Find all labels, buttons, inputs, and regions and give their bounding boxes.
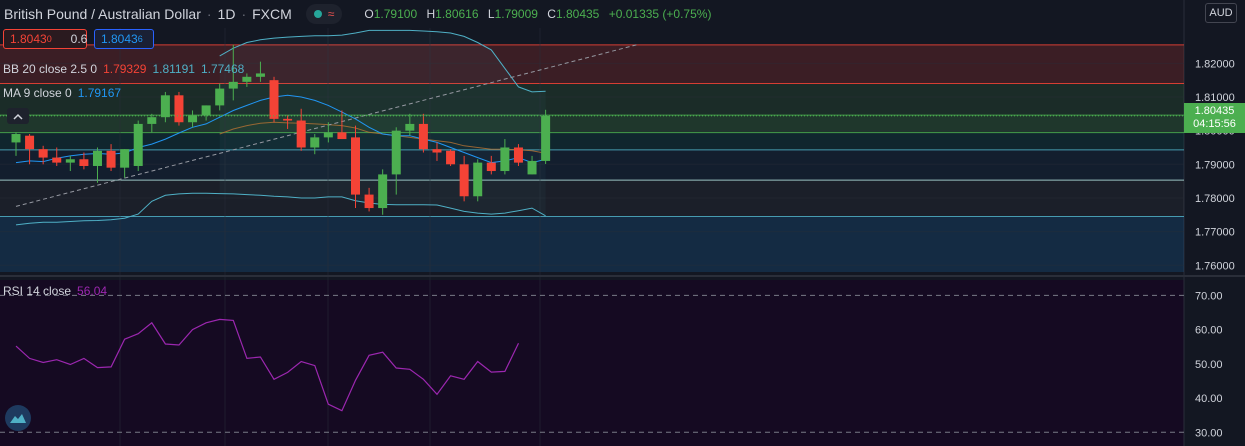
candle-body bbox=[25, 135, 35, 150]
rsi-tick-label: 60.00 bbox=[1195, 325, 1223, 337]
candle-body bbox=[92, 150, 102, 166]
candle-body bbox=[120, 149, 130, 168]
candle-body bbox=[228, 81, 238, 89]
rsi-tick-label: 50.00 bbox=[1195, 359, 1223, 371]
candle-body bbox=[106, 150, 116, 168]
market-open-icon bbox=[313, 10, 322, 18]
level-zone bbox=[0, 180, 1184, 217]
change-value: +0.01335 (+0.75%) bbox=[608, 7, 712, 21]
candle-body bbox=[188, 115, 198, 123]
last-price-tag: 1.80435 04:15:56 bbox=[1184, 103, 1245, 133]
price-tick-label: 1.77000 bbox=[1195, 227, 1235, 239]
candle-body bbox=[174, 95, 184, 123]
interval-label[interactable]: 1D bbox=[217, 6, 236, 22]
ma-line bbox=[15, 94, 546, 164]
level-zone bbox=[0, 83, 1184, 116]
candle-body bbox=[378, 174, 388, 209]
price-tick-label: 1.78000 bbox=[1195, 193, 1235, 205]
candle-body bbox=[432, 149, 442, 153]
spread-label: 0.6 bbox=[70, 32, 88, 46]
rsi-legend[interactable]: RSI 14 close 56.04 bbox=[3, 284, 108, 298]
bb-lower-line bbox=[15, 192, 546, 226]
separator: · bbox=[206, 6, 212, 22]
last-price: 1.80435 bbox=[1194, 105, 1235, 117]
candle-body bbox=[283, 118, 293, 121]
currency-button[interactable]: AUD bbox=[1205, 3, 1237, 23]
rsi-pane-bg bbox=[0, 280, 1184, 446]
candle-body bbox=[459, 164, 469, 197]
candle-body bbox=[242, 76, 252, 82]
candle-body bbox=[79, 159, 89, 166]
candle-body bbox=[405, 123, 415, 131]
candle-body bbox=[446, 150, 456, 165]
candle-body bbox=[215, 88, 225, 106]
candle-body bbox=[296, 120, 306, 148]
candle-body bbox=[65, 159, 75, 163]
rsi-tick-label: 30.00 bbox=[1195, 427, 1223, 439]
ohlc-values: O1.79100 H1.80616 L1.79009 C1.80435 +0.0… bbox=[364, 7, 712, 21]
trend-line bbox=[15, 44, 637, 207]
source-label: FXCM bbox=[252, 6, 292, 22]
candle-body bbox=[201, 105, 211, 116]
low-value: 1.79009 bbox=[494, 7, 538, 21]
candle-body bbox=[513, 147, 523, 163]
candle-body bbox=[160, 95, 170, 118]
candle-body bbox=[255, 73, 265, 77]
candle-body bbox=[486, 162, 496, 172]
candle-body bbox=[310, 137, 320, 148]
candle-body bbox=[391, 130, 401, 175]
high-value: 1.80616 bbox=[435, 7, 479, 21]
rsi-tick-label: 40.00 bbox=[1195, 393, 1223, 405]
close-value: 1.80435 bbox=[555, 7, 600, 21]
symbol-title[interactable]: British Pound / Australian Dollar bbox=[4, 6, 201, 22]
candle-body bbox=[52, 157, 62, 163]
ma-legend[interactable]: MA 9 close 0 1.79167 bbox=[3, 86, 122, 100]
bar-countdown: 04:15:56 bbox=[1193, 118, 1236, 130]
status-pill[interactable]: ≈ bbox=[305, 4, 343, 24]
candle-body bbox=[269, 80, 279, 119]
level-zone bbox=[0, 44, 1184, 84]
rsi-tick-label: 70.00 bbox=[1195, 290, 1223, 302]
price-tick-label: 1.76000 bbox=[1195, 260, 1235, 272]
candle-body bbox=[147, 117, 157, 124]
candle-body bbox=[11, 134, 21, 143]
chart-header: British Pound / Australian Dollar · 1D ·… bbox=[0, 0, 717, 28]
level-zone bbox=[0, 149, 1184, 181]
sell-button[interactable]: 1.8043 0 bbox=[3, 29, 87, 49]
candle-body bbox=[133, 123, 143, 166]
bb-legend[interactable]: BB 20 close 2.5 0 1.79329 1.81191 1.77468 bbox=[3, 62, 245, 76]
candle-body bbox=[323, 132, 333, 138]
candle-body bbox=[364, 194, 374, 209]
chevron-up-icon[interactable] bbox=[7, 108, 29, 124]
tradingview-logo-icon[interactable] bbox=[5, 405, 31, 431]
buy-button[interactable]: 1.8043 6 bbox=[94, 29, 154, 49]
level-zone bbox=[0, 216, 1184, 272]
bb-upper-line bbox=[219, 29, 546, 93]
price-tick-label: 1.81000 bbox=[1195, 92, 1235, 104]
price-tick-label: 1.82000 bbox=[1195, 58, 1235, 70]
separator: · bbox=[241, 6, 247, 22]
rsi-line bbox=[15, 318, 520, 412]
candle-body bbox=[351, 137, 360, 195]
candle-body bbox=[337, 132, 347, 140]
candle-body bbox=[38, 149, 48, 158]
candle-body bbox=[527, 160, 537, 175]
candle-body bbox=[500, 147, 510, 172]
candle-body bbox=[541, 115, 551, 161]
level-zone bbox=[0, 115, 1184, 133]
link-icon: ≈ bbox=[327, 7, 335, 21]
level-zone bbox=[0, 132, 1184, 150]
candle-body bbox=[418, 123, 428, 150]
candle-body bbox=[473, 162, 483, 197]
price-tick-label: 1.79000 bbox=[1195, 159, 1235, 171]
open-value: 1.79100 bbox=[373, 7, 418, 21]
